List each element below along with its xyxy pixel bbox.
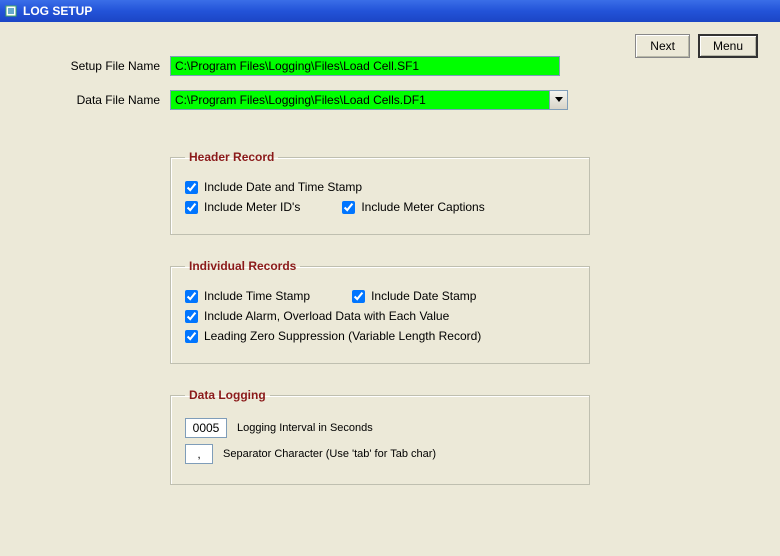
- data-logging-legend: Data Logging: [185, 388, 270, 402]
- include-time-checkbox[interactable]: [185, 290, 198, 303]
- individual-records-group: Individual Records Include Time Stamp In…: [170, 259, 590, 364]
- leading-zero-checkbox[interactable]: [185, 330, 198, 343]
- logging-interval-label: Logging Interval in Seconds: [237, 422, 373, 434]
- include-meter-captions-checkbox[interactable]: [342, 201, 355, 214]
- separator-input[interactable]: [185, 444, 213, 464]
- data-file-combo[interactable]: [170, 90, 550, 110]
- next-button[interactable]: Next: [635, 34, 690, 58]
- setup-file-row: Setup File Name: [20, 56, 760, 76]
- top-buttons: Next Menu: [635, 34, 758, 58]
- leading-zero-label: Leading Zero Suppression (Variable Lengt…: [204, 329, 481, 343]
- header-record-legend: Header Record: [185, 150, 278, 164]
- file-fields: Setup File Name Data File Name: [20, 56, 760, 110]
- setup-file-label: Setup File Name: [20, 59, 170, 73]
- data-file-label: Data File Name: [20, 93, 170, 107]
- header-record-group: Header Record Include Date and Time Stam…: [170, 150, 590, 235]
- include-datetime-label: Include Date and Time Stamp: [204, 180, 362, 194]
- separator-label: Separator Character (Use 'tab' for Tab c…: [223, 448, 436, 460]
- include-date-checkbox[interactable]: [352, 290, 365, 303]
- option-groups: Header Record Include Date and Time Stam…: [170, 150, 590, 485]
- window-titlebar: LOG SETUP: [0, 0, 780, 22]
- include-datetime-checkbox[interactable]: [185, 181, 198, 194]
- data-file-dropdown-button[interactable]: [550, 90, 568, 110]
- logging-interval-input[interactable]: [185, 418, 227, 438]
- include-alarm-label: Include Alarm, Overload Data with Each V…: [204, 309, 449, 323]
- include-date-label: Include Date Stamp: [371, 289, 476, 303]
- data-logging-group: Data Logging Logging Interval in Seconds…: [170, 388, 590, 485]
- include-meter-ids-checkbox[interactable]: [185, 201, 198, 214]
- include-alarm-checkbox[interactable]: [185, 310, 198, 323]
- include-time-label: Include Time Stamp: [204, 289, 310, 303]
- data-file-row: Data File Name: [20, 90, 760, 110]
- client-area: Next Menu Setup File Name Data File Name…: [0, 22, 780, 556]
- individual-records-legend: Individual Records: [185, 259, 300, 273]
- window-title: LOG SETUP: [23, 4, 92, 18]
- menu-button[interactable]: Menu: [698, 34, 758, 58]
- include-meter-captions-label: Include Meter Captions: [361, 200, 484, 214]
- include-meter-ids-label: Include Meter ID's: [204, 200, 300, 214]
- chevron-down-icon: [555, 97, 563, 103]
- setup-file-input[interactable]: [170, 56, 560, 76]
- app-icon: [4, 4, 18, 18]
